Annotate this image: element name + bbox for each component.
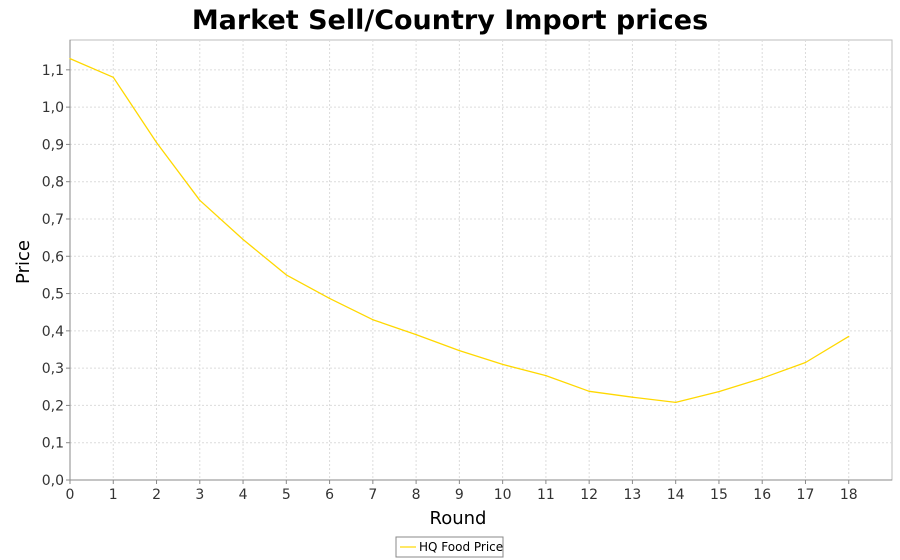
y-tick-label: 0,3 xyxy=(42,361,64,377)
x-tick-label: 7 xyxy=(368,487,377,503)
grid-lines xyxy=(70,40,892,480)
data-point xyxy=(848,335,850,338)
x-tick-label: 2 xyxy=(152,487,161,503)
data-point xyxy=(761,377,763,379)
x-tick-label: 17 xyxy=(797,487,815,503)
data-point xyxy=(155,141,158,144)
data-point xyxy=(69,58,71,60)
y-tick-label: 0,4 xyxy=(42,324,64,340)
legend: HQ Food Price xyxy=(395,536,504,558)
y-tick-label: 0,1 xyxy=(42,436,64,452)
data-point xyxy=(502,363,504,366)
x-tick-label: 4 xyxy=(239,487,248,503)
series-group xyxy=(69,58,850,404)
y-tick-label: 1,0 xyxy=(42,100,64,116)
data-point xyxy=(545,374,547,377)
legend-label: HQ Food Price xyxy=(419,540,503,554)
x-tick-label: 8 xyxy=(412,487,421,503)
x-tick-label: 0 xyxy=(66,487,75,503)
y-axis-label: Price xyxy=(13,240,34,284)
data-point xyxy=(242,238,244,241)
x-tick-label: 9 xyxy=(455,487,464,503)
data-point xyxy=(588,390,590,392)
data-point xyxy=(285,274,287,276)
data-point xyxy=(631,396,634,398)
y-tick-label: 0,8 xyxy=(42,175,64,191)
data-point xyxy=(804,361,807,364)
x-tick-label: 13 xyxy=(624,487,642,503)
y-tick-label: 0,7 xyxy=(42,212,64,228)
x-tick-label: 14 xyxy=(667,487,685,503)
x-tick-label: 18 xyxy=(840,487,858,503)
y-tick-label: 0,6 xyxy=(42,249,64,265)
x-tick-label: 12 xyxy=(580,487,598,503)
legend-box xyxy=(395,536,504,558)
y-tick-label: 1,1 xyxy=(42,63,64,79)
x-tick-label: 6 xyxy=(325,487,334,503)
y-tick-label: 0,0 xyxy=(42,473,64,489)
x-tick-label: 10 xyxy=(494,487,512,503)
x-tick-label: 5 xyxy=(282,487,291,503)
data-point xyxy=(458,350,460,352)
data-point xyxy=(415,333,417,336)
x-tick-label: 1 xyxy=(109,487,118,503)
x-tick-label: 3 xyxy=(195,487,204,503)
data-point xyxy=(199,199,201,201)
x-axis-ticks: 0 1 2 3 4 5 6 7 8 9 10 11 12 13 14 15 16 17 18 xyxy=(66,480,858,503)
chart-title: Market Sell/Country Import prices xyxy=(192,5,708,36)
data-point xyxy=(372,319,374,321)
y-tick-label: 0,9 xyxy=(42,137,64,153)
data-point xyxy=(112,76,114,78)
x-tick-label: 11 xyxy=(537,487,555,503)
x-tick-label: 15 xyxy=(710,487,728,503)
data-point xyxy=(675,401,677,404)
data-point xyxy=(718,391,720,393)
plot-area xyxy=(69,39,893,481)
y-tick-label: 0,5 xyxy=(42,287,64,303)
data-point xyxy=(328,297,331,300)
axes xyxy=(69,40,892,481)
x-tick-label: 16 xyxy=(753,487,771,503)
y-tick-label: 0,2 xyxy=(42,398,64,414)
y-axis-ticks: 0,0 0,1 0,2 0,3 0,4 0,5 0,6 0,7 0,8 0,9 1,0 1,1 xyxy=(42,63,70,489)
x-axis-label: Round xyxy=(430,508,487,529)
